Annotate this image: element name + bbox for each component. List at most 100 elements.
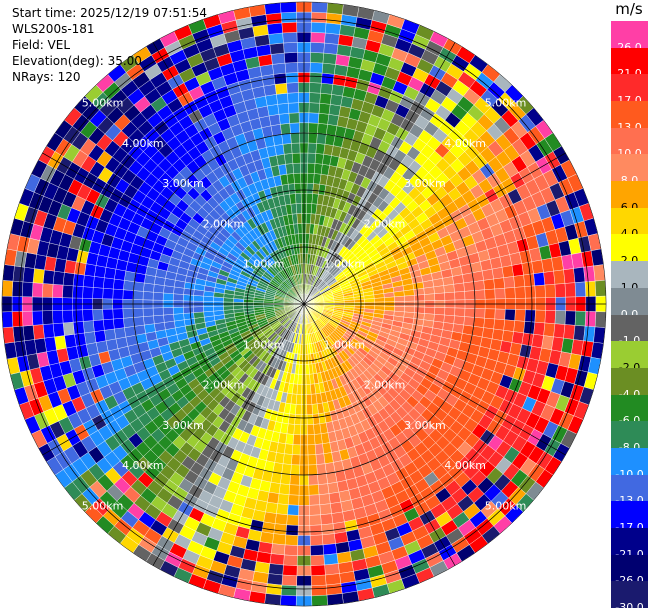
velocity-gate [310, 564, 326, 576]
velocity-gate [594, 280, 607, 297]
range-ring-label: 3.00km [162, 177, 204, 190]
velocity-gate [524, 309, 536, 323]
velocity-gate [74, 261, 87, 276]
range-ring-label: 4.00km [122, 137, 164, 150]
velocity-gate [102, 288, 114, 300]
velocity-gate [473, 317, 485, 328]
velocity-gate [482, 268, 494, 281]
velocity-gate [326, 472, 338, 484]
velocity-gate [281, 574, 298, 587]
velocity-gate [132, 308, 144, 318]
velocity-gate [493, 277, 505, 290]
velocity-gate [288, 494, 300, 506]
velocity-gate [308, 494, 320, 506]
velocity-gate [133, 281, 145, 292]
velocity-gate [183, 294, 194, 302]
range-ring-label: 5.00km [485, 97, 527, 110]
velocity-gate [310, 21, 327, 34]
velocity-gate [464, 290, 476, 300]
velocity-gate [308, 122, 319, 134]
velocity-gate [288, 183, 296, 195]
velocity-gate [274, 82, 288, 95]
velocity-gate [281, 21, 298, 34]
velocity-gate [144, 323, 156, 334]
velocity-gate [123, 280, 135, 291]
velocity-gate [267, 491, 280, 504]
velocity-gate [276, 92, 289, 105]
velocity-gate [452, 274, 464, 285]
velocity-gate [305, 384, 312, 395]
velocity-gate [564, 282, 576, 298]
ppi-plot: 1.00km 1.00km 1.00km 1.00km 2.00km 2.00km 2.00… [1, 1, 607, 607]
velocity-gate [310, 574, 327, 587]
velocity-gate [443, 284, 455, 294]
velocity-gate [314, 433, 323, 445]
velocity-gate [328, 491, 341, 504]
velocity-gate [92, 309, 104, 321]
velocity-gate [306, 172, 315, 184]
velocity-gate [223, 305, 234, 311]
velocity-gate [583, 265, 596, 283]
velocity-gate [42, 269, 55, 285]
velocity-gate [306, 183, 314, 194]
velocity-gate [290, 464, 300, 476]
velocity-gate [32, 268, 45, 284]
velocity-gate [593, 264, 606, 282]
velocity-gate [22, 325, 35, 341]
velocity-gate [404, 306, 415, 313]
velocity-gate [311, 584, 328, 597]
range-ring-label: 2.00km [364, 379, 406, 392]
velocity-gate [316, 463, 327, 475]
velocity-gate [289, 474, 300, 486]
velocity-gate [285, 524, 299, 536]
velocity-gate [309, 82, 322, 94]
velocity-gate [454, 307, 466, 317]
velocity-gate [283, 42, 298, 54]
velocity-gate [305, 364, 310, 375]
velocity-gate [503, 276, 516, 289]
velocity-gate [306, 394, 313, 405]
velocity-gate [483, 278, 495, 290]
velocity-gate [511, 263, 524, 277]
velocity-gate [462, 272, 474, 284]
velocity-gate [291, 444, 301, 456]
velocity-gate [21, 310, 34, 327]
velocity-gate [554, 310, 566, 325]
velocity-gate [306, 414, 314, 425]
velocity-gate [494, 308, 506, 320]
velocity-gate [92, 276, 105, 289]
velocity-gate [309, 92, 321, 104]
range-ring-label: 3.00km [404, 177, 446, 190]
velocity-gate [328, 104, 341, 117]
velocity-gate [330, 94, 343, 107]
velocity-gate [288, 102, 300, 114]
velocity-gate [265, 501, 278, 514]
velocity-gate [583, 325, 596, 343]
velocity-gate [325, 22, 341, 35]
velocity-gate [404, 295, 415, 302]
velocity-gate [543, 322, 556, 338]
velocity-gate [584, 280, 597, 297]
velocity-gate [295, 404, 302, 415]
velocity-gate [413, 288, 425, 296]
velocity-gate [326, 2, 344, 15]
velocity-gate [288, 484, 300, 496]
velocity-gate [263, 511, 277, 524]
velocity-gate [74, 332, 87, 347]
velocity-gate [294, 183, 302, 194]
range-ring-label: 1.00km [324, 258, 366, 271]
velocity-gate [322, 543, 338, 556]
velocity-gate [299, 243, 303, 254]
velocity-gate [72, 273, 85, 287]
velocity-gate [295, 203, 302, 214]
velocity-gate [442, 276, 454, 286]
velocity-gate [444, 291, 456, 301]
velocity-gate [261, 521, 276, 534]
velocity-gate [564, 310, 576, 326]
velocity-gate [62, 272, 75, 287]
velocity-gate [72, 309, 84, 323]
velocity-gate [193, 311, 205, 319]
velocity-gate [306, 193, 313, 204]
velocity-gate [305, 354, 309, 365]
